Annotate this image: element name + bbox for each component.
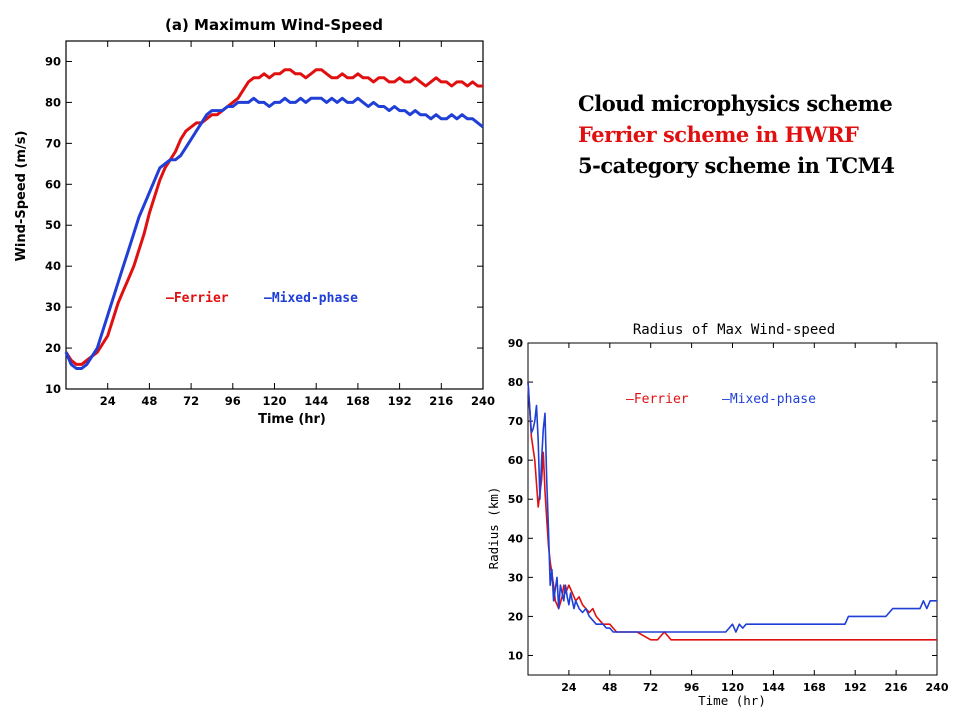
x-tick-label: 144 xyxy=(304,394,328,408)
y-tick-label: 10 xyxy=(45,382,61,396)
x-tick-label: 72 xyxy=(643,681,658,694)
scheme-info: Cloud microphysics scheme Ferrier scheme… xyxy=(578,88,950,181)
series-line-mixed-phase xyxy=(527,382,937,633)
series-line-mixed-phase xyxy=(64,96,484,370)
x-tick-label: 120 xyxy=(721,681,744,694)
chart-a-series xyxy=(64,68,484,370)
chart-a-y-label: Wind-Speed (m/s) xyxy=(14,131,29,262)
y-tick-label: 90 xyxy=(45,54,61,68)
x-tick-label: 192 xyxy=(388,394,412,408)
chart-a-frame xyxy=(65,40,484,390)
x-tick-label: 168 xyxy=(346,394,370,408)
x-tick-label: 120 xyxy=(262,394,286,408)
x-tick-label: 240 xyxy=(926,681,949,694)
x-tick-label: 24 xyxy=(561,681,577,694)
chart-b-y-axis: 10 20 30 40 50 60 70 80 90 xyxy=(508,337,937,662)
scheme-ferrier-line: Ferrier scheme in HWRF xyxy=(578,122,859,147)
y-tick-label: 80 xyxy=(45,95,61,109)
y-tick-label: 20 xyxy=(508,610,524,623)
y-tick-label: 70 xyxy=(508,415,524,428)
x-tick-label: 216 xyxy=(429,394,453,408)
chart-b-legend-ferrier: —Ferrier xyxy=(626,392,689,407)
y-tick-label: 40 xyxy=(45,259,61,273)
chart-b-title: Radius of Max Wind-speed xyxy=(633,322,835,338)
x-tick-label: 24 xyxy=(100,394,116,408)
x-tick-label: 72 xyxy=(183,394,199,408)
y-tick-label: 40 xyxy=(508,532,524,545)
chart-b-y-label: Radius (km) xyxy=(486,487,501,570)
x-tick-label: 96 xyxy=(225,394,241,408)
x-tick-label: 192 xyxy=(844,681,867,694)
y-tick-label: 70 xyxy=(45,136,61,150)
y-tick-label: 30 xyxy=(45,300,61,314)
x-tick-label: 48 xyxy=(602,681,617,694)
chart-a-x-axis: 24 48 72 96 120 144 168 192 216 240 xyxy=(100,41,495,408)
x-tick-label: 168 xyxy=(803,681,826,694)
x-tick-label: 216 xyxy=(885,681,908,694)
chart-a-legend-mixed-phase: —Mixed-phase xyxy=(264,291,358,306)
y-tick-label: 50 xyxy=(508,493,524,506)
y-tick-label: 20 xyxy=(45,341,61,355)
chart-b-series xyxy=(527,382,937,641)
y-tick-label: 30 xyxy=(508,571,524,584)
x-tick-label: 144 xyxy=(762,681,785,694)
y-tick-label: 60 xyxy=(508,454,524,467)
x-tick-label: 48 xyxy=(141,394,157,408)
scheme-heading: Cloud microphysics scheme xyxy=(578,91,893,116)
scheme-tcm4-line: 5-category scheme in TCM4 xyxy=(578,153,895,178)
y-tick-label: 50 xyxy=(45,218,61,232)
chart-a-y-axis: 10 20 30 40 50 60 70 80 90 xyxy=(45,54,483,396)
max-wind-speed-chart: (a) Maximum Wind-Speed 10 20 30 40 50 60 70 80 9… xyxy=(14,16,495,427)
series-line-ferrier xyxy=(527,382,937,641)
chart-b-legend-mixed-phase: —Mixed-phase xyxy=(722,392,816,407)
chart-b-x-label: Time (hr) xyxy=(698,693,766,708)
y-tick-label: 60 xyxy=(45,177,61,191)
chart-a-x-label: Time (hr) xyxy=(258,412,326,427)
chart-a-legend-ferrier: —Ferrier xyxy=(166,291,229,306)
chart-b-x-axis: 24 48 72 96 120 144 168 192 216 240 xyxy=(561,343,949,694)
chart-a-title: (a) Maximum Wind-Speed xyxy=(165,16,383,34)
y-tick-label: 80 xyxy=(508,376,524,389)
radius-max-wind-chart: Radius of Max Wind-speed 10 20 30 40 50 60 70 8… xyxy=(486,322,949,708)
series-line-ferrier xyxy=(64,68,483,366)
x-tick-label: 96 xyxy=(684,681,700,694)
y-tick-label: 90 xyxy=(508,337,524,350)
x-tick-label: 240 xyxy=(471,394,495,408)
y-tick-label: 10 xyxy=(508,649,524,662)
